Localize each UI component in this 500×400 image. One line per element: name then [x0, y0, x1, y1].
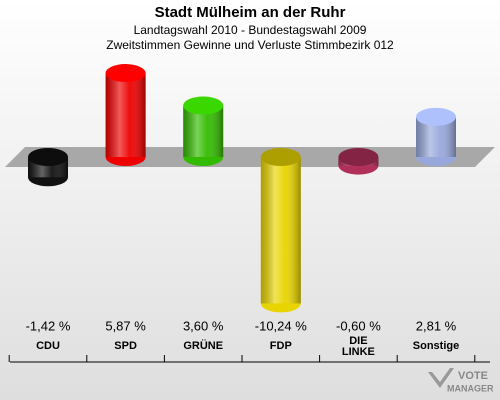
x-tick-label: FDP — [270, 340, 292, 352]
bar — [260, 148, 301, 313]
value-label: 3,60 % — [183, 318, 224, 333]
x-tick-label: GRÜNE — [183, 339, 223, 352]
bar — [105, 64, 146, 166]
bar-cap — [338, 148, 379, 166]
bar-cap — [105, 64, 146, 83]
logo-text: VOTE — [458, 370, 488, 382]
bar — [28, 148, 68, 187]
value-label: 2,81 % — [416, 318, 457, 333]
logo-text: MANAGER — [447, 383, 494, 393]
subtitle: Zweitstimmen Gewinne und Verluste Stimmb… — [106, 38, 394, 52]
bar — [183, 96, 224, 166]
x-tick-label: DIE LINKE — [342, 335, 375, 358]
bar-cap — [416, 107, 456, 126]
x-tick-label: CDU — [36, 340, 60, 352]
logo: VOTE MANAGER — [428, 368, 494, 393]
value-label: -0,60 % — [336, 318, 381, 333]
bar-shine — [105, 73, 146, 157]
bar-cap — [183, 96, 224, 115]
subtitle: Landtagswahl 2010 - Bundestagswahl 2009 — [134, 23, 367, 37]
bar-cap — [28, 148, 68, 166]
logo-icon — [428, 368, 454, 388]
bar-shine — [260, 157, 301, 304]
value-label: 5,87 % — [105, 318, 146, 333]
chart-title: Stadt Mülheim an der Ruhr — [155, 4, 346, 21]
bar — [338, 148, 379, 175]
value-label: -10,24 % — [255, 318, 307, 333]
x-tick-label: SPD — [114, 340, 137, 352]
value-label: -1,42 % — [26, 318, 71, 333]
x-tick-label: Sonstige — [413, 340, 459, 352]
bar — [416, 107, 456, 166]
bar-cap — [260, 148, 301, 166]
